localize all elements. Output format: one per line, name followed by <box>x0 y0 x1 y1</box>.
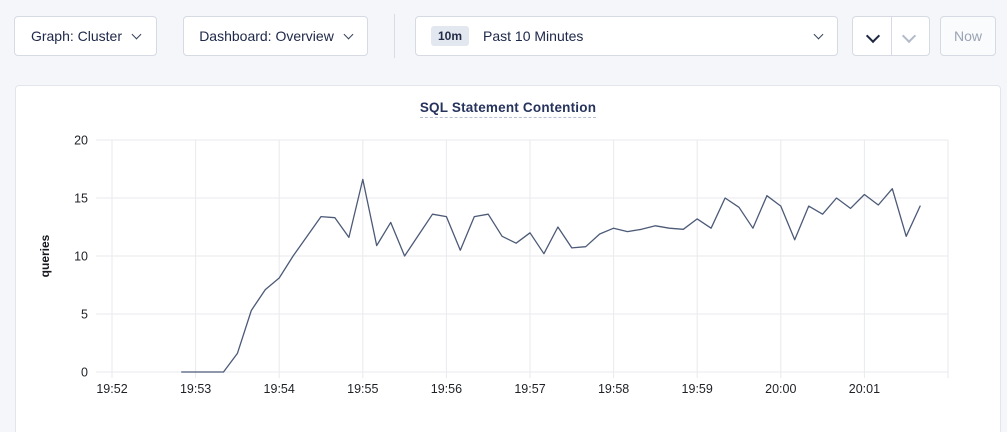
y-axis-title: queries <box>38 234 52 277</box>
x-tick-label: 19:58 <box>598 382 629 396</box>
contention-series-line <box>181 178 921 373</box>
y-tick-label: 0 <box>81 366 88 380</box>
chevron-left-icon <box>866 28 881 44</box>
y-tick-label: 5 <box>81 308 88 322</box>
graph-dropdown-label: Graph: Cluster <box>30 28 123 44</box>
chevron-right-icon <box>901 28 916 44</box>
x-tick-label: 19:52 <box>96 382 127 396</box>
now-button[interactable]: Now <box>940 16 996 56</box>
x-tick-label: 19:56 <box>431 382 462 396</box>
chart-title[interactable]: SQL Statement Contention <box>419 100 597 118</box>
graph-dropdown[interactable]: Graph: Cluster <box>14 16 157 56</box>
y-tick-label: 10 <box>74 250 88 264</box>
time-step-buttons <box>852 16 930 56</box>
dashboard-dropdown-label: Dashboard: Overview <box>199 28 334 44</box>
chevron-down-icon <box>131 29 142 39</box>
toolbar-divider <box>394 14 395 58</box>
chart-plot-area[interactable] <box>112 140 948 372</box>
x-tick-label: 19:57 <box>514 382 545 396</box>
chevron-down-icon <box>343 29 354 39</box>
contention-chart[interactable]: 0 5 10 15 20 19:52 19:53 19:54 19:55 19:56 19:57 19… <box>16 126 1000 426</box>
chart-title-row: SQL Statement Contention <box>16 99 1000 118</box>
dashboard-dropdown[interactable]: Dashboard: Overview <box>183 16 368 56</box>
x-tick-label: 20:01 <box>849 382 880 396</box>
y-tick-label: 20 <box>74 134 88 148</box>
x-tick-label: 19:55 <box>347 382 378 396</box>
y-tick-label: 15 <box>74 192 88 206</box>
time-window-badge: 10m <box>431 26 470 46</box>
now-button-label: Now <box>953 28 982 44</box>
x-tick-label: 20:00 <box>765 382 796 396</box>
chevron-down-icon <box>813 29 824 39</box>
x-tick-label: 19:53 <box>180 382 211 396</box>
time-range-label: Past 10 Minutes <box>483 28 584 44</box>
x-tick-label: 19:54 <box>264 382 295 396</box>
time-range-picker[interactable]: 10m Past 10 Minutes <box>415 16 838 56</box>
time-next-button[interactable] <box>890 17 930 55</box>
toolbar: Graph: Cluster Dashboard: Overview 10m P… <box>14 14 996 58</box>
chart-panel: SQL Statement Contention 0 5 10 15 20 19:52 19… <box>15 85 1001 432</box>
time-prev-button[interactable] <box>853 17 891 55</box>
x-tick-label: 19:59 <box>682 382 713 396</box>
